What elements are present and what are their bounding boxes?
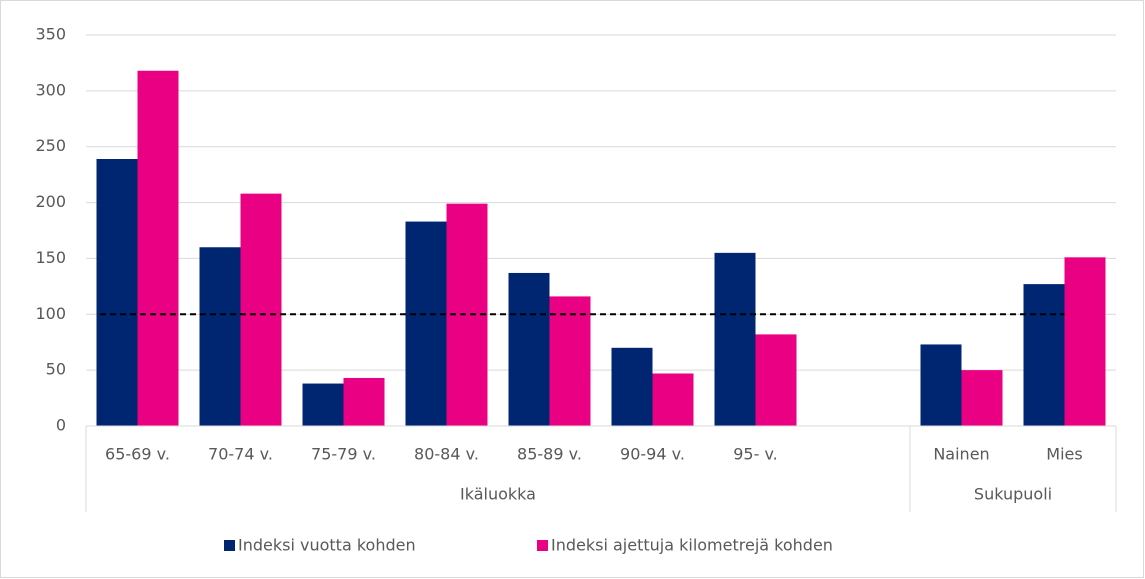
x-tick-label: 65-69 v. bbox=[105, 445, 170, 464]
y-tick-label: 200 bbox=[35, 192, 66, 211]
y-tick-label: 350 bbox=[35, 25, 66, 44]
x-tick-label: 95- v. bbox=[733, 445, 778, 464]
bar bbox=[508, 272, 550, 426]
bar bbox=[549, 296, 591, 426]
y-tick-label: 300 bbox=[35, 80, 66, 99]
bar bbox=[199, 247, 241, 426]
group-label: Sukupuoli bbox=[974, 485, 1052, 504]
y-tick-label: 250 bbox=[35, 136, 66, 155]
bar bbox=[714, 252, 756, 426]
bar bbox=[96, 159, 138, 426]
bar bbox=[302, 383, 344, 426]
legend-label: Indeksi vuotta kohden bbox=[238, 536, 416, 555]
legend-swatch bbox=[537, 540, 548, 551]
bar bbox=[652, 373, 694, 426]
y-tick-label: 0 bbox=[56, 416, 66, 435]
x-tick-label: 70-74 v. bbox=[208, 445, 273, 464]
x-tick-label: 80-84 v. bbox=[414, 445, 479, 464]
x-tick-label: Mies bbox=[1046, 445, 1082, 464]
y-tick-label: 50 bbox=[46, 360, 66, 379]
x-tick-label: 85-89 v. bbox=[517, 445, 582, 464]
bar bbox=[920, 344, 962, 426]
bar bbox=[755, 334, 797, 426]
x-tick-label: 90-94 v. bbox=[620, 445, 685, 464]
y-tick-label: 150 bbox=[35, 248, 66, 267]
x-tick-label: Nainen bbox=[933, 445, 989, 464]
bar bbox=[137, 70, 179, 427]
bar bbox=[240, 193, 282, 426]
bar bbox=[611, 347, 653, 426]
bar bbox=[961, 370, 1003, 426]
legend-swatch bbox=[224, 540, 235, 551]
bar bbox=[405, 221, 447, 426]
group-label: Ikäluokka bbox=[460, 485, 536, 504]
bar bbox=[343, 377, 385, 426]
x-tick-label: 75-79 v. bbox=[311, 445, 376, 464]
bar bbox=[1064, 257, 1106, 426]
y-tick-label: 100 bbox=[35, 304, 66, 323]
legend-label: Indeksi ajettuja kilometrejä kohden bbox=[551, 536, 833, 555]
bar bbox=[1023, 284, 1065, 426]
